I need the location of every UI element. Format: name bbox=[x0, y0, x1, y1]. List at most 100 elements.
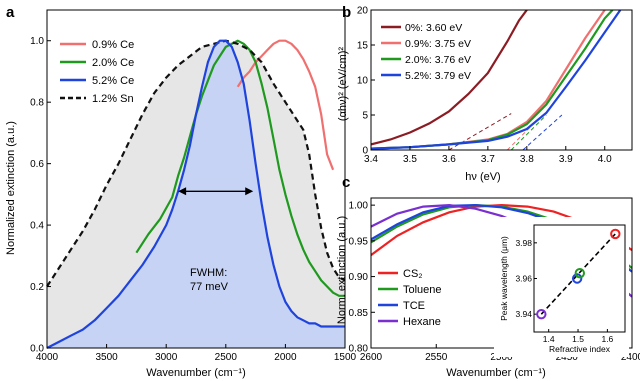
legend-label: 1.2% Sn bbox=[92, 93, 134, 105]
inset-point bbox=[574, 267, 585, 279]
x-tick-label: 3500 bbox=[95, 352, 118, 363]
y-tick-label: 0.4 bbox=[30, 221, 44, 232]
y-tick-label: 5 bbox=[362, 111, 368, 122]
panel-label-a: a bbox=[6, 4, 15, 21]
legend-label: 5.2% Ce bbox=[92, 75, 134, 87]
x-tick-label: 3000 bbox=[155, 352, 178, 363]
x-axis-title: hν (eV) bbox=[465, 171, 500, 183]
legend-label: CS₂ bbox=[403, 268, 423, 280]
y-tick-label: 1.00 bbox=[349, 201, 369, 212]
x-axis-title: Wavenumber (cm⁻¹) bbox=[446, 367, 546, 379]
inset-x-tick-label: 1.4 bbox=[543, 334, 555, 344]
x-tick-label: 3.8 bbox=[520, 154, 534, 165]
legend-label: 0.9% Ce bbox=[92, 39, 134, 51]
series-line bbox=[135, 39, 345, 297]
y-tick-label: 15 bbox=[357, 41, 369, 52]
legend: 0%: 3.60 eV 0.9%: 3.75 eV 2.0%: 3.76 eV 5.2… bbox=[381, 22, 471, 82]
y-tick-label: 0 bbox=[362, 146, 368, 157]
fwhm-label: 77 meV bbox=[190, 281, 229, 293]
y-tick-label: 0.85 bbox=[349, 308, 369, 319]
legend-label: Toluene bbox=[403, 284, 442, 296]
fit-line bbox=[510, 114, 547, 150]
ticks: 4000 3500 3000 2500 2000 1500 0.0 0.2 0.4 0.6 0.8 1… bbox=[30, 36, 356, 363]
series-line bbox=[46, 39, 345, 349]
x-axis-title: Wavenumber (cm⁻¹) bbox=[146, 367, 246, 379]
x-tick-label: 1500 bbox=[334, 352, 357, 363]
series-line bbox=[46, 39, 346, 288]
legend-label: 0.9%: 3.75 eV bbox=[405, 38, 471, 50]
x-tick-label: 3.7 bbox=[481, 154, 495, 165]
x-tick-label: 4.0 bbox=[598, 154, 612, 165]
fwhm-annotation: FWHM: 77 meV bbox=[178, 187, 254, 293]
y-axis-title: Norm. extinction (a.u.) bbox=[336, 216, 348, 324]
fwhm-label: FWHM: bbox=[190, 267, 227, 279]
ticks: 3.4 3.5 3.6 3.7 3.8 3.9 4.0 0 5 10 15 20 bbox=[357, 6, 612, 166]
chart-panel-b: 3.4 3.5 3.6 3.7 3.8 3.9 4.0 0 5 10 15 20 hν (eV) (α… bbox=[337, 6, 633, 183]
legend-label: 2.0% Ce bbox=[92, 57, 134, 69]
inset-x-tick-label: 1.5 bbox=[572, 334, 584, 344]
y-tick-label: 0.2 bbox=[30, 282, 44, 293]
fwhm-arrow-head-left bbox=[178, 187, 187, 196]
x-tick-label: 4000 bbox=[36, 352, 59, 363]
legend-label: TCE bbox=[403, 300, 425, 312]
y-axis-title: Normalized extinction (a.u.) bbox=[5, 121, 17, 255]
fit-line bbox=[522, 114, 563, 150]
x-tick-label: 2450 bbox=[556, 352, 579, 363]
inset-point bbox=[571, 273, 583, 284]
inset-y-tick-label: 3.96 bbox=[515, 274, 532, 284]
y-tick-label: 0.80 bbox=[349, 344, 369, 355]
legend-label: 2.0%: 3.76 eV bbox=[405, 54, 471, 66]
y-tick-label: 0.95 bbox=[349, 236, 369, 247]
y-tick-label: 1.0 bbox=[30, 36, 44, 47]
y-tick-label: 0.90 bbox=[349, 272, 369, 283]
fill-areas bbox=[47, 40, 345, 348]
fit-line bbox=[448, 113, 512, 150]
x-tick-label: 2000 bbox=[274, 352, 297, 363]
legend-label: 0%: 3.60 eV bbox=[405, 22, 462, 34]
series-lines bbox=[46, 39, 346, 349]
axes bbox=[46, 9, 346, 349]
y-tick-label: 0.0 bbox=[30, 344, 44, 355]
x-tick-label: 3.5 bbox=[403, 154, 417, 165]
plot-frame bbox=[46, 9, 346, 349]
series-group bbox=[371, 10, 622, 150]
inset-y-axis-title: Peak wavelength (μm) bbox=[499, 236, 509, 321]
x-tick-label: 2500 bbox=[215, 352, 238, 363]
x-tick-label: 3.9 bbox=[559, 154, 573, 165]
y-tick-label: 20 bbox=[357, 6, 369, 17]
inset-x-axis-title: Refractive index bbox=[549, 344, 611, 354]
area-fill-ce bbox=[47, 40, 345, 348]
x-tick-label: 3.4 bbox=[364, 154, 378, 165]
inset-x-tick-label: 1.6 bbox=[601, 334, 613, 344]
inset-frame bbox=[533, 224, 626, 333]
y-axis-title: (αhν)² (eV/cm)² bbox=[337, 47, 349, 122]
series-line bbox=[371, 10, 622, 150]
x-tick-label: 2550 bbox=[425, 352, 448, 363]
inset-y-tick-label: 3.98 bbox=[515, 238, 532, 248]
inset-chart: 1.4 1.5 1.6 3.94 3.96 3.98 Refractive index Pea… bbox=[494, 217, 629, 357]
inset-point bbox=[536, 308, 547, 320]
y-tick-label: 0.8 bbox=[30, 98, 44, 109]
legend: 0.9% Ce 2.0% Ce 5.2% Ce 1.2% Sn bbox=[60, 39, 134, 105]
series-line bbox=[371, 10, 528, 146]
y-tick-label: 10 bbox=[357, 76, 369, 87]
y-tick-label: 0.6 bbox=[30, 159, 44, 170]
chart-panel-a: 4000 3500 3000 2500 2000 1500 0.0 0.2 0.4 0.6 0.8 1… bbox=[5, 9, 357, 379]
x-tick-label: 3.6 bbox=[442, 154, 456, 165]
legend-label: 5.2%: 3.79 eV bbox=[405, 70, 471, 82]
inset-fit-line bbox=[540, 233, 616, 315]
panel-label-b: b bbox=[342, 4, 351, 21]
series-line bbox=[236, 39, 335, 171]
x-tick-label: 2600 bbox=[360, 352, 383, 363]
series-lines bbox=[371, 10, 622, 150]
fwhm-arrow-head-right bbox=[245, 187, 254, 196]
x-tick-label: 2500 bbox=[490, 352, 513, 363]
legend: CS₂ Toluene TCE Hexane bbox=[378, 268, 442, 328]
inset-y-tick-label: 3.94 bbox=[515, 309, 532, 319]
inset-point bbox=[610, 228, 621, 240]
panel-label-c: c bbox=[342, 174, 350, 191]
